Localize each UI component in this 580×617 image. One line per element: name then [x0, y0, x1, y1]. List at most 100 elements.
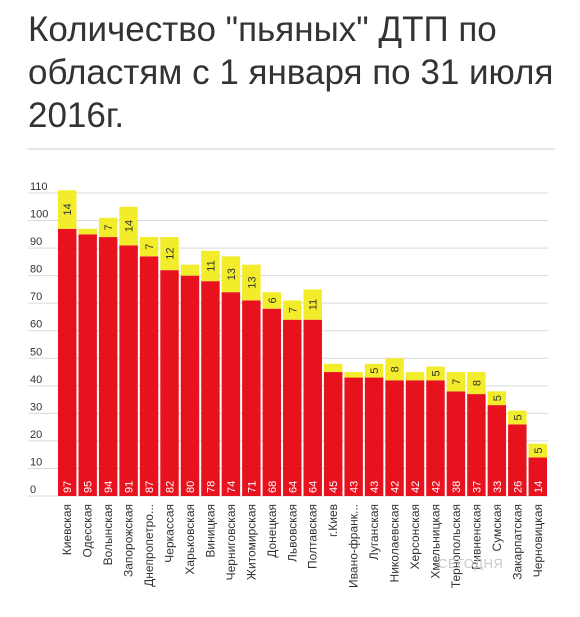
- bar-base: [323, 372, 343, 496]
- category-label: Николаевская: [388, 504, 402, 582]
- bar-base: [467, 394, 486, 496]
- extra-value-label: 11: [308, 299, 320, 310]
- base-value-label: 38: [451, 481, 463, 493]
- base-value-label: 95: [83, 481, 95, 493]
- category-label: Луганская: [367, 504, 381, 560]
- bar-base: [221, 292, 241, 496]
- bar-base: [78, 234, 97, 496]
- category-label: Херсонская: [408, 504, 422, 569]
- base-value-label: 42: [430, 481, 442, 493]
- base-value-label: 94: [103, 481, 115, 493]
- category-label: Киевская: [60, 504, 74, 555]
- extra-value-label: 5: [430, 370, 442, 376]
- bar-base: [262, 308, 282, 496]
- bar-extra: [344, 372, 363, 378]
- bar-base: [98, 237, 118, 496]
- y-tick-label: 10: [30, 456, 42, 468]
- category-label: Волынская: [101, 504, 115, 565]
- bar-base: [58, 228, 77, 497]
- bar-base: [446, 391, 466, 496]
- base-value-label: 43: [349, 481, 361, 493]
- extra-value-label: 13: [226, 268, 238, 280]
- bar-extra: [98, 217, 118, 238]
- y-tick-label: 60: [30, 319, 42, 331]
- base-value-label: 37: [471, 481, 483, 493]
- bar-extra: [303, 289, 322, 320]
- bar-base: [303, 319, 322, 496]
- bar-extra: [446, 372, 466, 392]
- chart-title: Количество "пьяных" ДТП по областям с 1 …: [28, 10, 554, 135]
- extra-value-label: 7: [451, 379, 463, 385]
- bar-extra: [487, 391, 507, 406]
- y-tick-label: 0: [30, 484, 36, 496]
- category-label: Черновицкая: [531, 504, 545, 577]
- y-tick-label: 30: [30, 401, 42, 413]
- bar-extra: [78, 228, 97, 235]
- base-value-label: 26: [512, 481, 524, 493]
- base-value-label: 68: [267, 481, 279, 493]
- bar-extra: [364, 363, 384, 378]
- category-label: Черкассая: [163, 504, 177, 563]
- base-value-label: 74: [226, 481, 238, 493]
- category-label: Полтавская: [306, 504, 320, 569]
- category-label: г.Киев: [326, 504, 340, 537]
- bar-base: [283, 319, 302, 496]
- y-tick-label: 100: [30, 209, 48, 221]
- bar-extra: [262, 292, 282, 309]
- base-value-label: 91: [124, 481, 136, 493]
- extra-value-label: 5: [369, 368, 381, 374]
- category-label: Запорожская: [122, 504, 136, 577]
- category-label: Львовская: [285, 504, 299, 562]
- bar-extra: [58, 190, 77, 229]
- base-value-label: 42: [410, 481, 422, 493]
- base-value-label: 42: [390, 481, 402, 493]
- extra-value-label: 8: [390, 366, 402, 372]
- bar-base: [364, 377, 384, 496]
- extra-value-label: 14: [62, 203, 74, 215]
- bar-base: [119, 245, 138, 496]
- bar-extra: [426, 366, 445, 381]
- bar-base: [344, 377, 363, 496]
- bar-base: [426, 380, 445, 496]
- base-value-label: 97: [62, 481, 74, 493]
- extra-value-label: 5: [492, 395, 504, 401]
- extra-value-label: 13: [246, 276, 258, 288]
- extra-value-label: 6: [267, 297, 279, 303]
- bar-extra: [405, 372, 425, 381]
- base-value-label: 43: [369, 481, 381, 493]
- bar-extra: [201, 250, 220, 282]
- extra-value-label: 7: [103, 224, 115, 230]
- category-label: Ривненская: [469, 504, 483, 570]
- bar-base: [180, 275, 200, 496]
- extra-value-label: 12: [165, 247, 177, 259]
- bar-base: [528, 457, 547, 496]
- bar-base: [385, 380, 404, 496]
- title-divider: [28, 148, 555, 150]
- bar-extra: [467, 372, 486, 395]
- category-label: Виницкая: [203, 504, 217, 558]
- category-label: Харьковская: [183, 504, 197, 575]
- bar-extra: [283, 300, 302, 320]
- y-tick-label: 40: [30, 374, 42, 386]
- category-label: Закарпатская: [510, 504, 524, 580]
- base-value-label: 64: [287, 481, 299, 493]
- extra-value-label: 11: [205, 260, 217, 271]
- bar-extra: [323, 363, 343, 373]
- category-label: Донецкая: [265, 504, 279, 558]
- bar-base: [487, 405, 507, 496]
- bar-extra: [180, 264, 200, 276]
- base-value-label: 33: [492, 481, 504, 493]
- bar-extra: [221, 256, 241, 293]
- bar-base: [139, 256, 159, 496]
- category-label: Ивано-франк...: [347, 504, 361, 588]
- bar-extra: [508, 410, 527, 425]
- category-label: Днепропетро...: [142, 504, 156, 587]
- y-tick-label: 90: [30, 236, 42, 248]
- category-label: Сумская: [490, 504, 504, 551]
- bar-base: [201, 281, 220, 496]
- category-label: Житомирская: [244, 504, 258, 580]
- extra-value-label: 5: [512, 414, 524, 420]
- y-tick-label: 20: [30, 429, 42, 441]
- extra-value-label: 7: [287, 307, 299, 313]
